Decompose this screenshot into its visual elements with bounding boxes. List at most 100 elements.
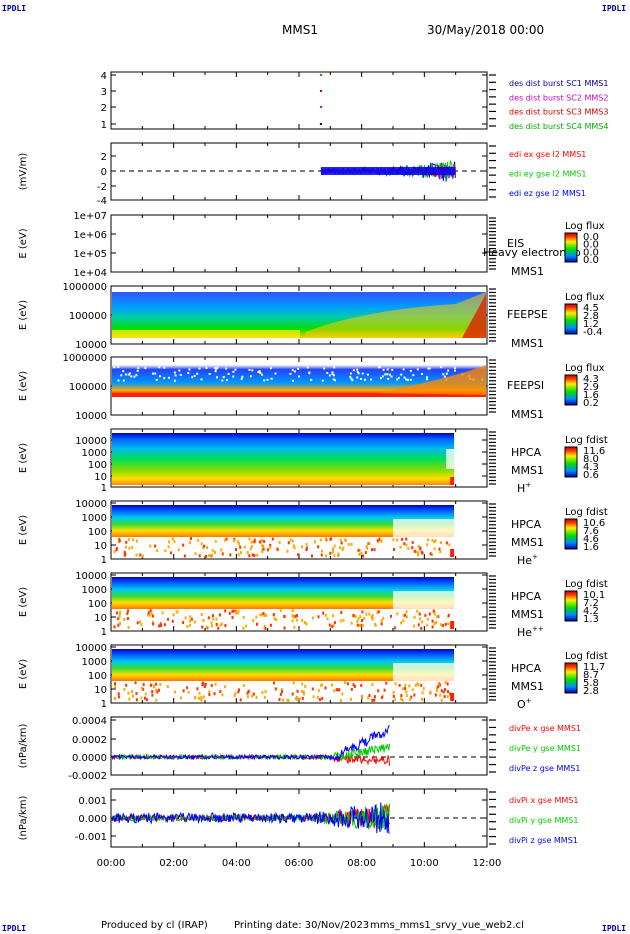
spectrogram-speckle <box>295 614 298 618</box>
header-date: 30/May/2018 00:00 <box>427 23 545 37</box>
colorbar-tick-label: 8.0 <box>583 454 599 465</box>
spectrogram-speckle <box>259 613 262 617</box>
spectrogram-speckle <box>266 548 269 552</box>
spectrogram-speckle <box>350 687 353 691</box>
spectrogram-gap <box>446 449 455 469</box>
spectrogram-speckle <box>358 548 361 552</box>
colorbar <box>564 303 578 335</box>
x-tick-label: 04:00 <box>222 858 251 869</box>
species-charge: + <box>532 553 538 561</box>
spectrogram-speckle <box>320 683 323 687</box>
spectrogram-speckle <box>210 624 213 628</box>
spectrogram-speckle <box>324 537 327 541</box>
spectrogram-gap <box>249 375 252 378</box>
spectrogram-speckle <box>429 552 432 556</box>
corner-label-top-left: IPDLI <box>2 4 27 13</box>
spectrogram-speckle <box>442 623 445 627</box>
y-tick-label: 10 <box>94 472 107 483</box>
panel-feepsi: 1000000 100000 10000 E (eV) FEEPSI MMS1 Log fl… <box>18 353 605 422</box>
spectrogram-gap <box>174 374 177 377</box>
spectrogram-speckle <box>426 617 429 621</box>
spectrogram-speckle <box>190 617 193 621</box>
spectrogram-speckle <box>293 546 296 550</box>
spectrogram-speckle <box>141 554 144 558</box>
spectrogram-speckle <box>392 694 395 698</box>
spectrogram-speckle <box>144 696 147 700</box>
spectrogram-speckle <box>238 542 241 546</box>
spectrogram-gap <box>136 369 139 372</box>
species-label: He+ <box>517 553 538 567</box>
spectrogram-speckle <box>301 689 304 693</box>
spectrogram-speckle <box>147 611 150 615</box>
instrument-spacecraft: MMS1 <box>511 536 544 549</box>
spectrogram-speckle <box>316 695 319 699</box>
y-axis-label: E (eV) <box>18 228 29 258</box>
spectrogram-gap <box>356 368 359 371</box>
spectrogram-gap <box>227 372 230 375</box>
spectrogram-gap <box>349 372 352 375</box>
spectrogram-speckle <box>376 539 379 543</box>
spectrogram-speckle <box>411 546 414 550</box>
spectrogram-speckle <box>437 685 440 689</box>
spectrogram-speckle <box>205 626 208 630</box>
spectrogram-speckle <box>237 609 240 613</box>
spectrogram-speckle <box>319 538 322 542</box>
spectrogram-speckle <box>194 696 197 700</box>
spectrogram-speckle <box>263 613 266 617</box>
spectrogram-speckle <box>118 612 121 616</box>
spectrogram-speckle <box>331 683 334 687</box>
legend-entry: divPe y gse MMS1 <box>509 744 581 753</box>
y-tick-label: 1 <box>101 699 107 710</box>
spectrogram-speckle <box>311 687 314 691</box>
spectrogram-speckle <box>326 617 329 621</box>
spectrogram-speckle <box>403 542 406 546</box>
spectrogram-speckle <box>356 620 359 624</box>
y-tick-label: 10 <box>94 613 107 624</box>
colorbar-label: Log fdist <box>565 435 608 446</box>
spectrogram-speckle <box>262 547 265 551</box>
spectrogram-speckle <box>231 616 234 620</box>
spectrogram-gap <box>412 374 415 377</box>
spectrogram-speckle <box>358 624 361 628</box>
spectrogram-gap <box>291 379 294 382</box>
species-charge: + <box>526 697 532 705</box>
spectrogram-gap <box>442 373 445 376</box>
spectrogram-gap <box>154 372 157 375</box>
spectrogram-speckle <box>295 697 298 701</box>
spectrogram-gap <box>356 370 359 373</box>
spectrogram-gap <box>125 373 128 376</box>
spectrogram-speckle <box>139 553 142 557</box>
colorbar-label: Log fdist <box>565 651 608 662</box>
eis-overlay-text: Heavy electron to <box>483 246 581 259</box>
spectrogram-speckle <box>400 697 403 701</box>
spectrogram-speckle <box>401 687 404 691</box>
colorbar-tick-label: 0.0 <box>583 255 599 266</box>
spectrogram-speckle <box>360 623 363 627</box>
colorbar <box>564 518 578 550</box>
colorbar-tick-label: 4.3 <box>583 462 599 473</box>
species-label: He++ <box>517 625 544 639</box>
spectrogram-speckle <box>213 550 216 554</box>
spectrogram-speckle <box>132 538 135 542</box>
spectrogram-speckle <box>413 693 416 697</box>
spectrogram-gap <box>198 367 201 370</box>
spectrogram-speckle <box>117 617 120 621</box>
spectrogram-speckle <box>236 611 239 615</box>
panel-eis: 1e+07 1e+06 1e+05 1e+04 E (eV) Heavy electron… <box>18 211 605 279</box>
spectrogram-speckle <box>182 543 185 547</box>
spectrogram-speckle <box>426 623 429 627</box>
spectrogram-speckle <box>328 623 331 627</box>
spectrogram-speckle <box>339 538 342 542</box>
spectrogram-gap <box>427 367 430 370</box>
spectrogram-speckle <box>322 611 325 615</box>
spectrogram-speckle <box>291 539 294 543</box>
spectrogram-speckle <box>411 688 414 692</box>
spectrogram-speckle <box>407 546 410 550</box>
spectrogram-speckle <box>392 548 395 552</box>
spectrogram-speckle <box>202 618 205 622</box>
spectrogram-speckle <box>140 686 143 690</box>
spectrogram-speckle <box>371 683 374 687</box>
colorbar-tick-label: 0.0 <box>583 232 599 243</box>
spectrogram-speckle <box>219 613 222 617</box>
pressure-series-2 <box>111 725 390 761</box>
